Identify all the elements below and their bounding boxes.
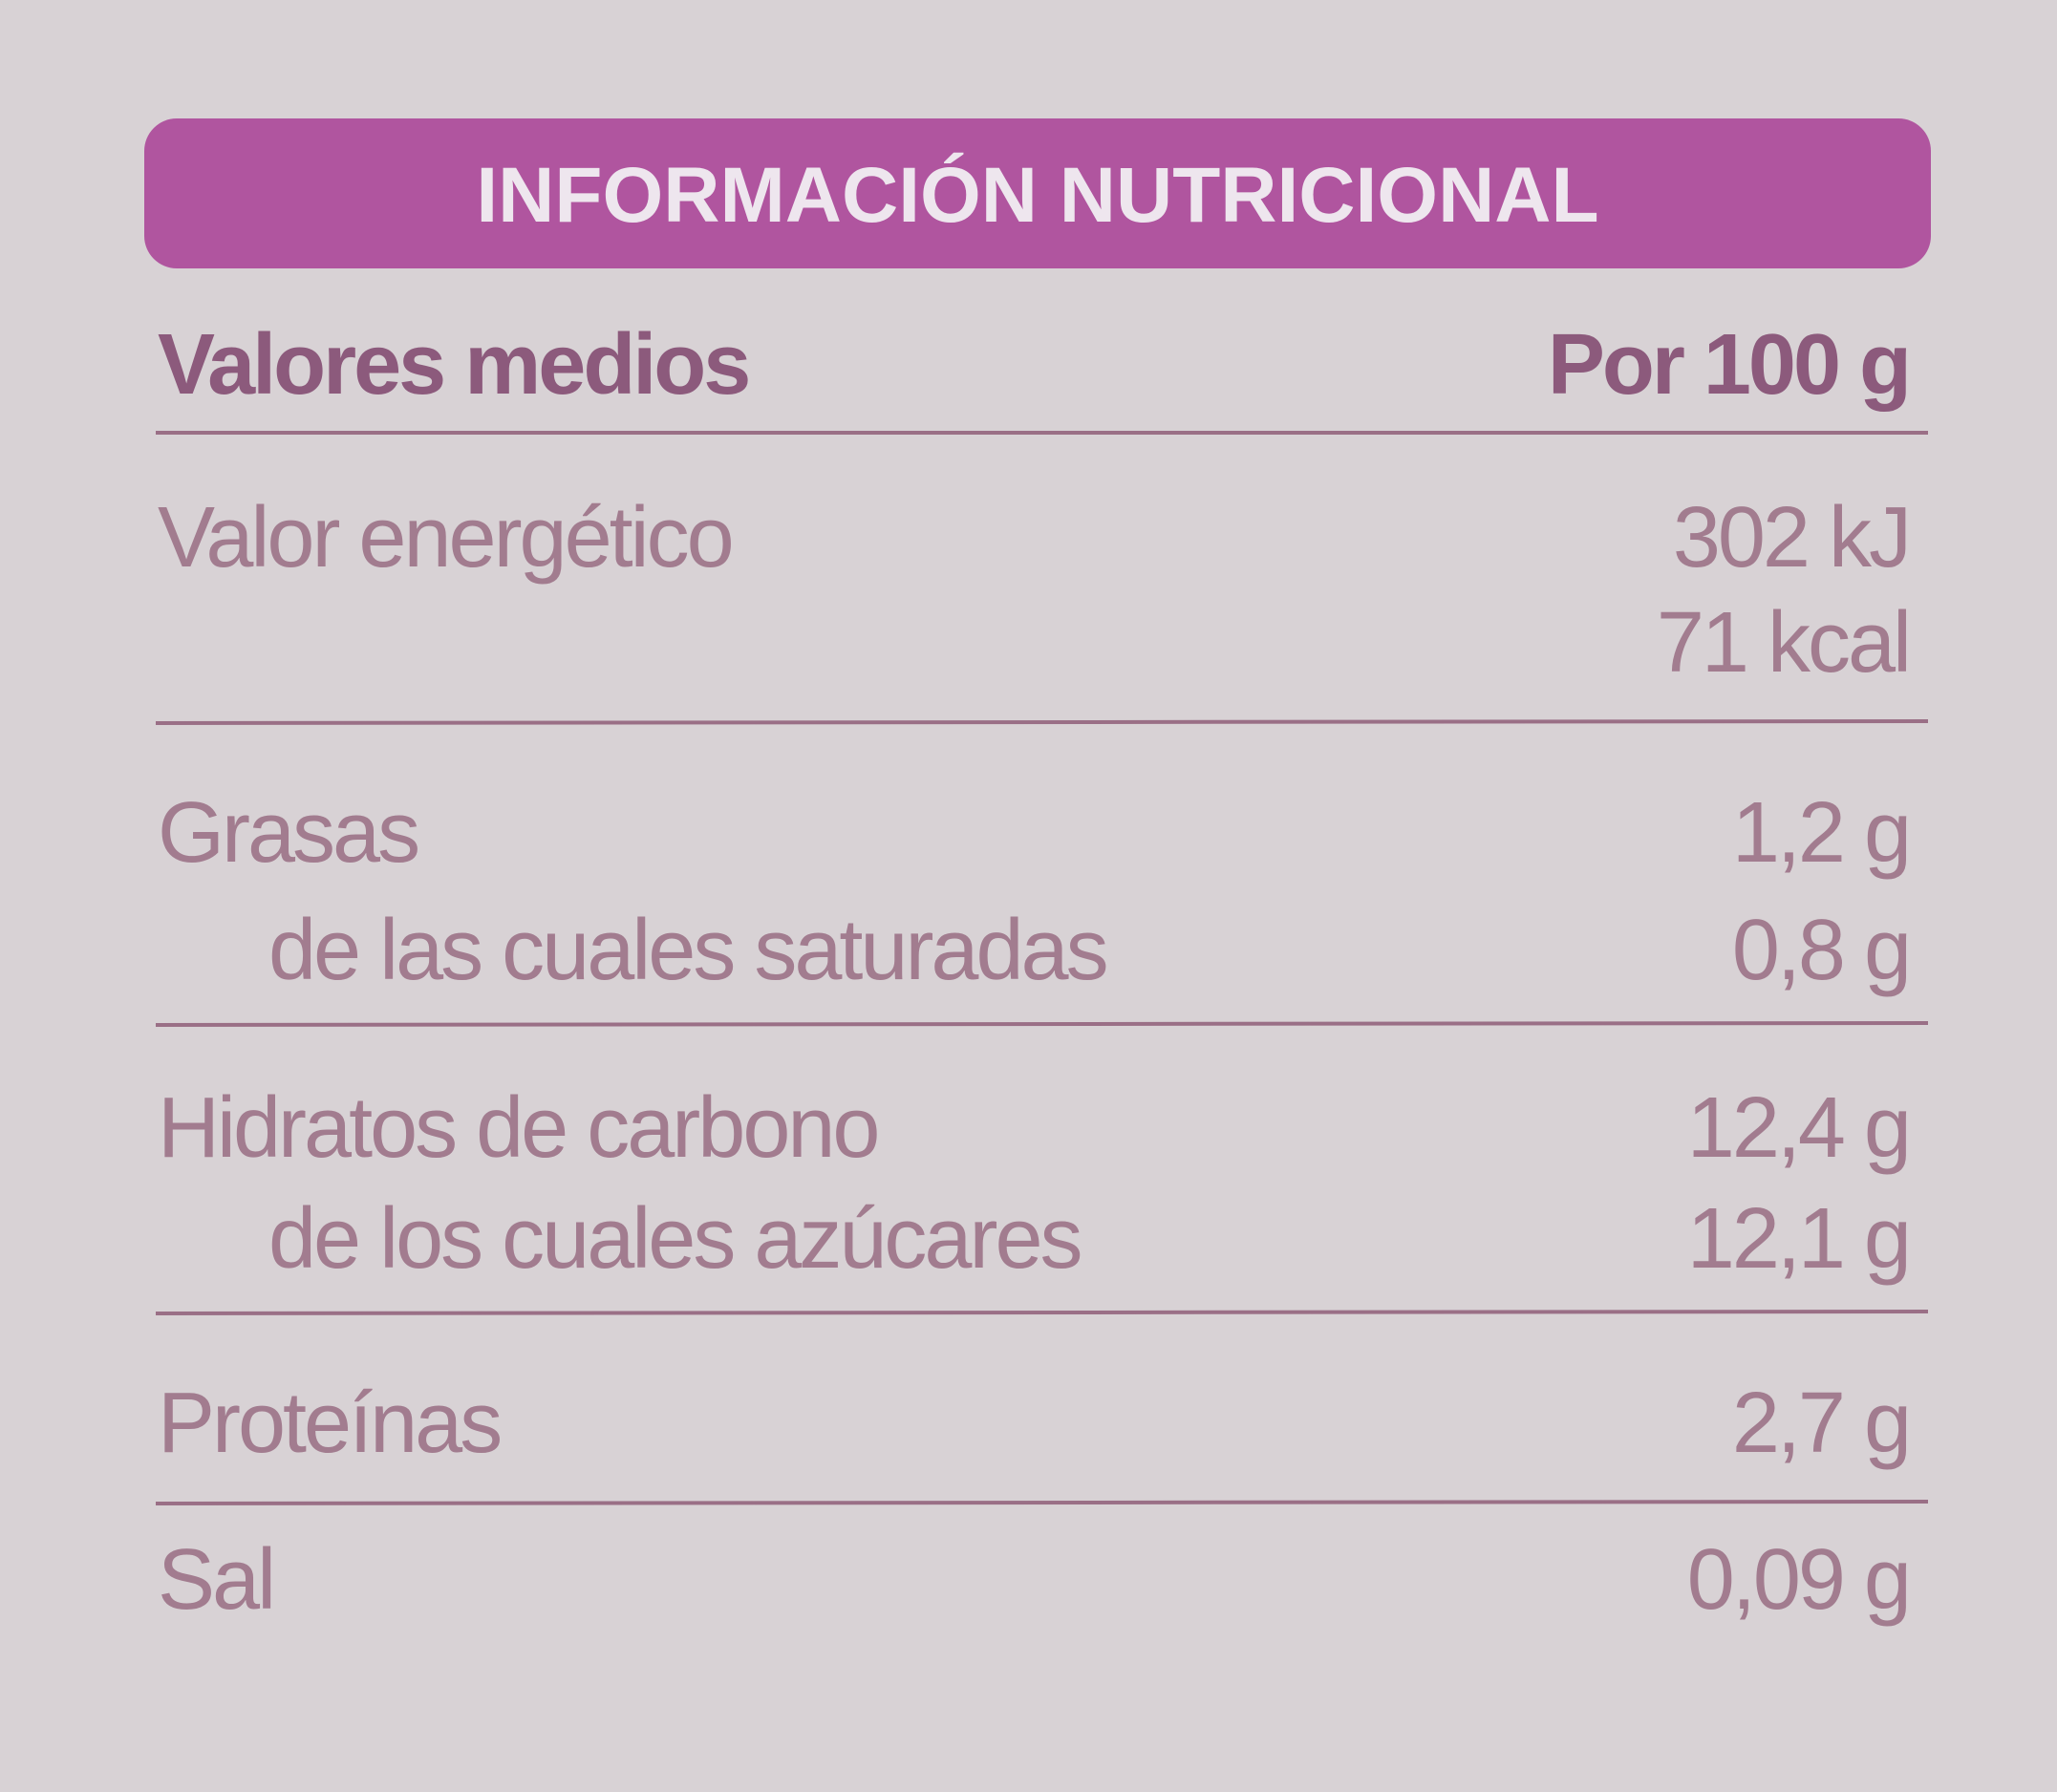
row-value: 71 kcal <box>1657 595 1909 691</box>
row-label: de las cuales saturadas <box>268 903 1106 998</box>
row-value: 1,2 g <box>1732 785 1909 881</box>
row-label: Sal <box>158 1532 273 1628</box>
divider <box>155 1500 1929 1505</box>
row-value: 12,1 g <box>1687 1191 1909 1287</box>
row-label: Proteínas <box>158 1376 500 1471</box>
title-banner <box>144 118 1931 268</box>
title: INFORMACIÓN NUTRICIONAL <box>476 152 1598 239</box>
row-value: 302 kJ <box>1673 490 1909 586</box>
row-value: 0,8 g <box>1732 903 1909 998</box>
row-value: 2,7 g <box>1732 1376 1909 1471</box>
row-label: Grasas <box>158 785 418 881</box>
divider <box>155 1021 1929 1027</box>
row-label: Valor energético <box>158 490 732 586</box>
row-label: de los cuales azúcares <box>268 1191 1081 1287</box>
column-header: Por 100 g <box>1548 317 1909 413</box>
divider <box>155 1310 1929 1315</box>
column-header: Valores medios <box>158 317 748 413</box>
row-value: 0,09 g <box>1687 1532 1909 1628</box>
divider <box>155 719 1929 725</box>
row-label: Hidratos de carbono <box>158 1080 877 1176</box>
row-value: 12,4 g <box>1687 1080 1909 1176</box>
